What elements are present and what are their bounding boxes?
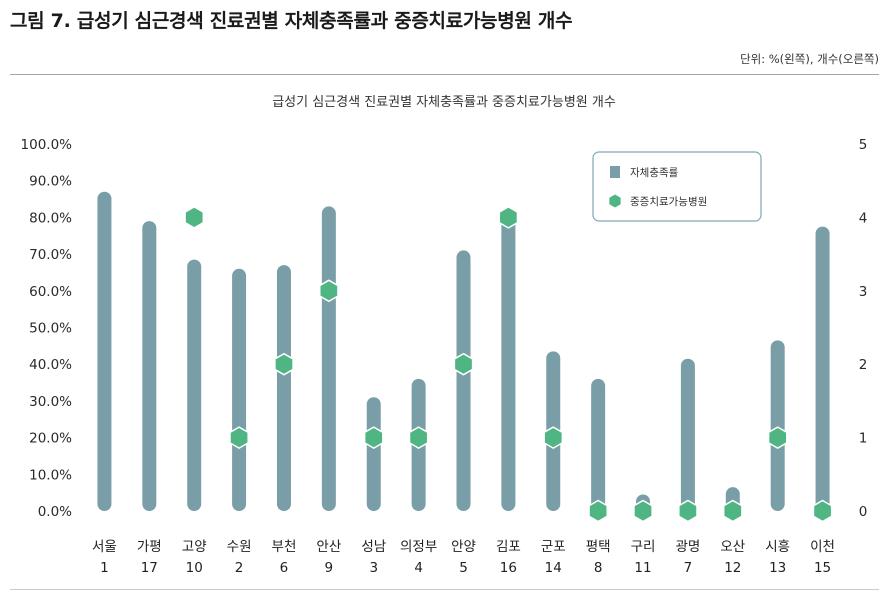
right-tick-label: 0 <box>859 504 868 520</box>
legend-label-bar: 자체충족률 <box>630 167 679 179</box>
x-category-label: 김포 <box>496 539 521 555</box>
marker-6 <box>363 426 384 449</box>
marker-11 <box>588 499 608 523</box>
x-category-label: 평택 <box>586 539 611 555</box>
bar-6 <box>366 397 381 511</box>
x-category-label: 광명 <box>675 539 700 555</box>
right-axis: 0 1 2 3 4 5 <box>859 137 868 520</box>
figure-title: 그림 7. 급성기 심근경색 진료권별 자체충족률과 중증치료가능병원 개수 <box>10 10 573 32</box>
left-tick-label: 70.0% <box>29 247 72 263</box>
x-category-sublabel: 12 <box>724 560 741 576</box>
x-category-sublabel: 17 <box>141 560 158 576</box>
legend: 자체충족률 중증치료가능병원 <box>592 151 762 222</box>
bar-0 <box>97 191 112 511</box>
x-category-label: 고양 <box>182 539 207 555</box>
left-tick-label: 0.0% <box>38 504 72 520</box>
bar-1 <box>142 221 157 511</box>
x-category-label: 가평 <box>137 539 162 555</box>
bottom-divider <box>10 589 879 590</box>
markers-layer <box>184 206 833 523</box>
marker-5 <box>319 279 339 303</box>
left-tick-label: 100.0% <box>21 137 73 153</box>
marker-4 <box>274 352 294 376</box>
bar-3 <box>232 268 247 511</box>
x-category-sublabel: 5 <box>459 560 468 576</box>
x-category-sublabel: 3 <box>369 560 378 576</box>
chart-title: 급성기 심근경색 진료권별 자체충족률과 중증치료가능병원 개수 <box>272 95 616 110</box>
x-category-sublabel: 11 <box>634 560 651 576</box>
left-axis: 0.0% 10.0% 20.0% 30.0% 40.0% 50.0% 60.0% 70.0% 8… <box>21 137 73 520</box>
x-category-sublabel: 13 <box>769 560 786 576</box>
x-category-label: 군포 <box>541 539 566 555</box>
top-divider <box>10 74 879 75</box>
x-category-sublabel: 16 <box>500 560 517 576</box>
bar-13 <box>680 358 695 511</box>
left-tick-label: 10.0% <box>29 467 72 483</box>
x-category-label: 구리 <box>631 539 656 555</box>
marker-3 <box>229 426 249 449</box>
right-tick-label: 1 <box>859 431 868 447</box>
x-category-sublabel: 14 <box>545 560 562 576</box>
x-category-label: 의정부 <box>400 539 437 555</box>
marker-15 <box>767 426 788 449</box>
marker-12 <box>633 499 653 523</box>
marker-8 <box>453 352 474 376</box>
x-category-label: 안양 <box>451 539 476 555</box>
bar-9 <box>501 217 516 511</box>
right-tick-label: 3 <box>859 284 868 300</box>
marker-10 <box>543 426 564 449</box>
x-category-sublabel: 8 <box>594 560 603 576</box>
x-category-sublabel: 6 <box>280 560 289 576</box>
legend-swatch-marker <box>609 194 621 208</box>
left-tick-label: 50.0% <box>29 321 72 337</box>
right-tick-label: 2 <box>859 357 868 373</box>
x-category-sublabel: 7 <box>684 560 693 576</box>
x-category-label: 서울 <box>92 539 117 555</box>
x-category-label: 오산 <box>720 539 745 555</box>
legend-label-marker: 중증치료가능병원 <box>630 196 707 208</box>
marker-16 <box>812 499 833 523</box>
left-tick-label: 60.0% <box>29 284 72 300</box>
unit-note: 단위: %(왼쪽), 개수(오른쪽) <box>740 52 879 66</box>
left-tick-label: 20.0% <box>29 431 72 447</box>
bar-5 <box>321 206 336 511</box>
x-category-label: 시흥 <box>765 539 790 555</box>
bar-16 <box>815 226 830 511</box>
bars-layer <box>97 191 830 511</box>
marker-14 <box>722 499 743 523</box>
left-tick-label: 90.0% <box>29 174 72 190</box>
x-category-sublabel: 9 <box>325 560 334 576</box>
x-category-label: 이천 <box>810 539 835 555</box>
marker-2 <box>184 206 205 229</box>
x-category-sublabel: 4 <box>414 560 423 576</box>
marker-13 <box>678 499 698 523</box>
x-category-label: 성남 <box>361 539 386 555</box>
bar-2 <box>187 259 202 511</box>
right-tick-label: 5 <box>859 137 868 153</box>
bar-15 <box>770 340 785 511</box>
bar-8 <box>456 250 471 511</box>
left-tick-label: 80.0% <box>29 210 72 226</box>
left-tick-label: 30.0% <box>29 394 72 410</box>
x-category-sublabel: 10 <box>186 560 203 576</box>
marker-9 <box>498 206 519 229</box>
legend-swatch-bar <box>610 166 620 178</box>
bar-11 <box>591 378 606 511</box>
x-axis: 서울 1 가평 17 고양 10 수원 2 부천 6 안산 9 성남 3 의정부 4 안양 5 김포 16 군포 14 평택… <box>92 539 835 576</box>
left-tick-label: 40.0% <box>29 357 72 373</box>
right-tick-label: 4 <box>859 210 868 226</box>
x-category-sublabel: 1 <box>100 560 109 576</box>
x-category-label: 수원 <box>227 539 252 555</box>
bar-4 <box>276 265 291 511</box>
x-category-label: 부천 <box>272 539 297 555</box>
x-category-sublabel: 15 <box>814 560 831 576</box>
marker-7 <box>408 426 429 449</box>
x-category-label: 안산 <box>316 539 341 555</box>
x-category-sublabel: 2 <box>235 560 244 576</box>
legend-box <box>592 151 762 222</box>
